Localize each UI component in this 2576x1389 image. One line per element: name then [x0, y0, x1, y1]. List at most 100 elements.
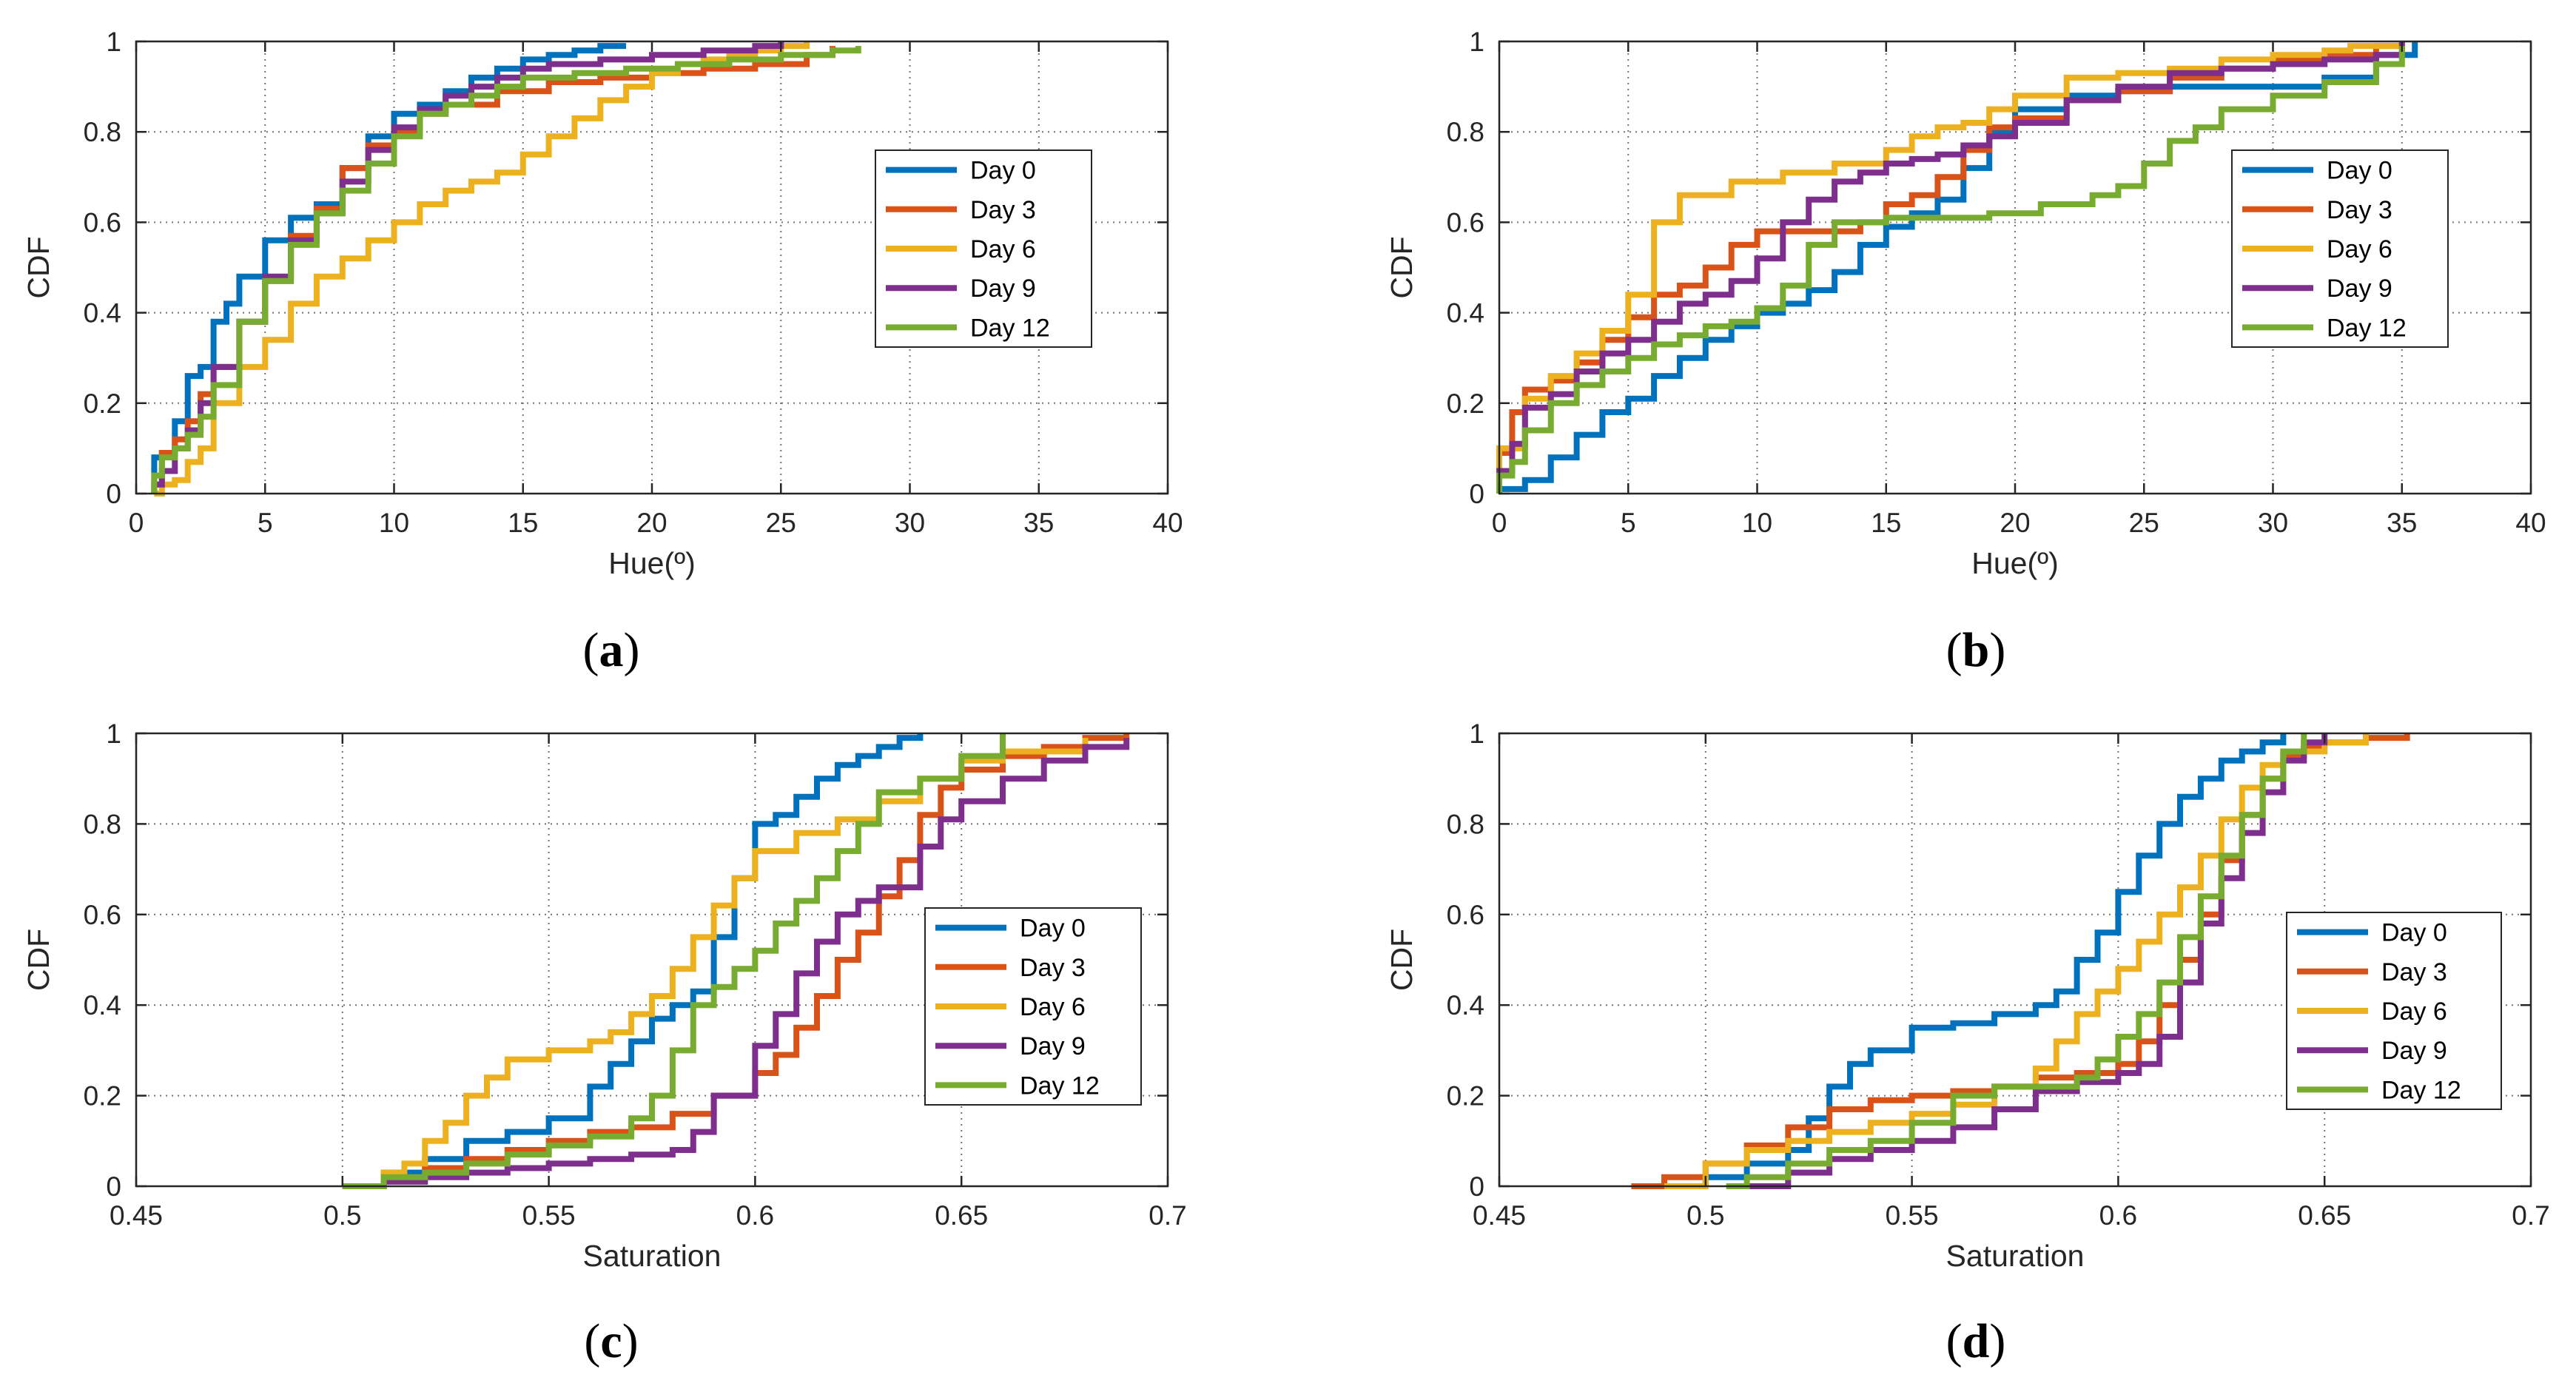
x-tick-label: 0.7 [2512, 1200, 2549, 1231]
x-tick-label: 20 [2000, 508, 2030, 538]
panel-caption-letter: a [599, 623, 624, 677]
chart-panel-c: 0.45 0.5 0.55 0.6 0.65 0.7 0 0.2 0.4 0.6 0.8 1 Satur… [21, 719, 1187, 1368]
x-tick-label: 10 [379, 508, 409, 538]
panel-caption: (c) [584, 1314, 638, 1368]
chart-panel-b: 0 5 10 15 20 25 30 35 40 0 0.2 0.4 0.6 0.8 1 Hue(º) CDF D… [1385, 27, 2546, 677]
x-tick-label: 0.45 [1473, 1200, 1526, 1231]
legend-label: Day 0 [970, 157, 1036, 185]
y-tick-label: 0.8 [84, 117, 121, 147]
y-tick-label: 0.6 [1447, 207, 1484, 238]
y-tick-label: 1 [106, 27, 121, 57]
x-axis-label: Hue(º) [608, 546, 696, 580]
legend-label: Day 9 [1020, 1032, 1086, 1060]
y-tick-label: 1 [1469, 27, 1484, 57]
series-line-day-0 [342, 733, 924, 1189]
legend-label: Day 0 [1020, 915, 1086, 943]
y-tick-label: 0.4 [84, 298, 121, 329]
y-axis-label: CDF [21, 236, 56, 298]
y-tick-label: 0.6 [1447, 900, 1484, 930]
chart-panel-d: 0.45 0.5 0.55 0.6 0.65 0.7 0 0.2 0.4 0.6 0.8 1 Satur… [1385, 719, 2550, 1368]
panel-caption: (b) [1946, 623, 2006, 677]
x-tick-label: 25 [766, 508, 796, 538]
y-tick-label: 0.8 [1447, 809, 1484, 839]
y-tick-label: 0.6 [84, 900, 121, 930]
x-tick-label: 10 [1742, 508, 1772, 538]
legend-label: Day 12 [2327, 314, 2407, 342]
y-tick-label: 0.2 [84, 389, 121, 419]
x-tick-label: 0.45 [110, 1200, 163, 1231]
legend-label: Day 6 [1020, 993, 1086, 1021]
x-tick-label: 40 [1152, 508, 1183, 538]
x-tick-label: 0 [1492, 508, 1507, 538]
x-tick-label: 0.5 [323, 1200, 361, 1231]
x-tick-label: 25 [2129, 508, 2159, 538]
y-tick-label: 1 [1469, 719, 1484, 749]
y-tick-label: 0.6 [84, 207, 121, 238]
legend-label: Day 6 [2327, 235, 2392, 263]
x-axis-label: Saturation [583, 1239, 722, 1273]
series-line-day-12 [1726, 733, 2307, 1189]
series-group [1631, 733, 2410, 1189]
legend-label: Day 6 [970, 235, 1036, 263]
y-tick-label: 0.4 [1447, 298, 1484, 329]
x-tick-label: 30 [2258, 508, 2288, 538]
y-tick-label: 0.4 [1447, 990, 1484, 1020]
legend: Day 0 Day 3 Day 6 Day 9 Day 12 [2231, 149, 2449, 348]
x-tick-label: 35 [1023, 508, 1054, 538]
x-tick-label: 40 [2515, 508, 2546, 538]
legend: Day 0 Day 3 Day 6 Day 9 Day 12 [875, 149, 1092, 348]
y-tick-label: 0 [106, 479, 121, 509]
panel-caption-letter: d [1963, 1314, 1990, 1368]
y-axis-label: CDF [1385, 929, 1419, 991]
legend: Day 0 Day 3 Day 6 Day 9 Day 12 [2286, 912, 2502, 1110]
x-tick-label: 0.6 [736, 1200, 774, 1231]
y-tick-label: 0.2 [1447, 389, 1484, 419]
legend-label: Day 0 [2381, 919, 2447, 947]
legend-label: Day 9 [2381, 1037, 2447, 1065]
legend-label: Day 3 [970, 196, 1036, 224]
y-tick-label: 0 [106, 1171, 121, 1202]
legend-label: Day 9 [2327, 275, 2392, 303]
x-tick-label: 0.5 [1686, 1200, 1724, 1231]
axes-box [1498, 732, 2532, 1188]
series-group [151, 41, 861, 497]
y-tick-label: 0.2 [1447, 1081, 1484, 1111]
legend: Day 0 Day 3 Day 6 Day 9 Day 12 [924, 907, 1142, 1106]
legend-label: Day 3 [2381, 958, 2447, 986]
legend-label: Day 9 [970, 275, 1036, 303]
x-tick-label: 30 [895, 508, 925, 538]
panel-caption: (a) [583, 623, 640, 677]
y-axis-label: CDF [21, 929, 56, 991]
legend-label: Day 3 [1020, 954, 1086, 982]
x-tick-label: 0.6 [2099, 1200, 2137, 1231]
y-tick-label: 0 [1469, 1171, 1484, 1202]
x-tick-label: 5 [1621, 508, 1636, 538]
x-axis-label: Hue(º) [1971, 546, 2059, 580]
legend-label: Day 12 [2381, 1076, 2461, 1104]
legend-label: Day 6 [2381, 998, 2447, 1026]
y-tick-label: 0.4 [84, 990, 121, 1020]
x-tick-label: 0.55 [1886, 1200, 1939, 1231]
y-axis-label: CDF [1385, 236, 1419, 298]
x-tick-label: 15 [1871, 508, 1901, 538]
series-line-day-12 [342, 733, 1006, 1189]
x-tick-label: 0.7 [1149, 1200, 1186, 1231]
legend-label: Day 12 [970, 314, 1050, 342]
legend-label: Day 3 [2327, 196, 2392, 224]
series-line-day-6 [1664, 733, 2369, 1189]
y-tick-label: 0.2 [84, 1081, 121, 1111]
x-tick-label: 0 [129, 508, 144, 538]
x-tick-label: 0.65 [935, 1200, 988, 1231]
x-tick-label: 0.65 [2298, 1200, 2351, 1231]
x-tick-label: 35 [2387, 508, 2417, 538]
y-tick-label: 1 [106, 719, 121, 749]
x-tick-label: 0.55 [522, 1200, 576, 1231]
x-tick-label: 15 [508, 508, 538, 538]
y-tick-label: 0 [1469, 479, 1484, 509]
series-line-day-6 [1496, 41, 2405, 494]
x-tick-label: 20 [636, 508, 667, 538]
series-line-day-0 [1702, 733, 2287, 1186]
series-line-day-9 [1496, 41, 2405, 494]
x-tick-label: 5 [258, 508, 273, 538]
